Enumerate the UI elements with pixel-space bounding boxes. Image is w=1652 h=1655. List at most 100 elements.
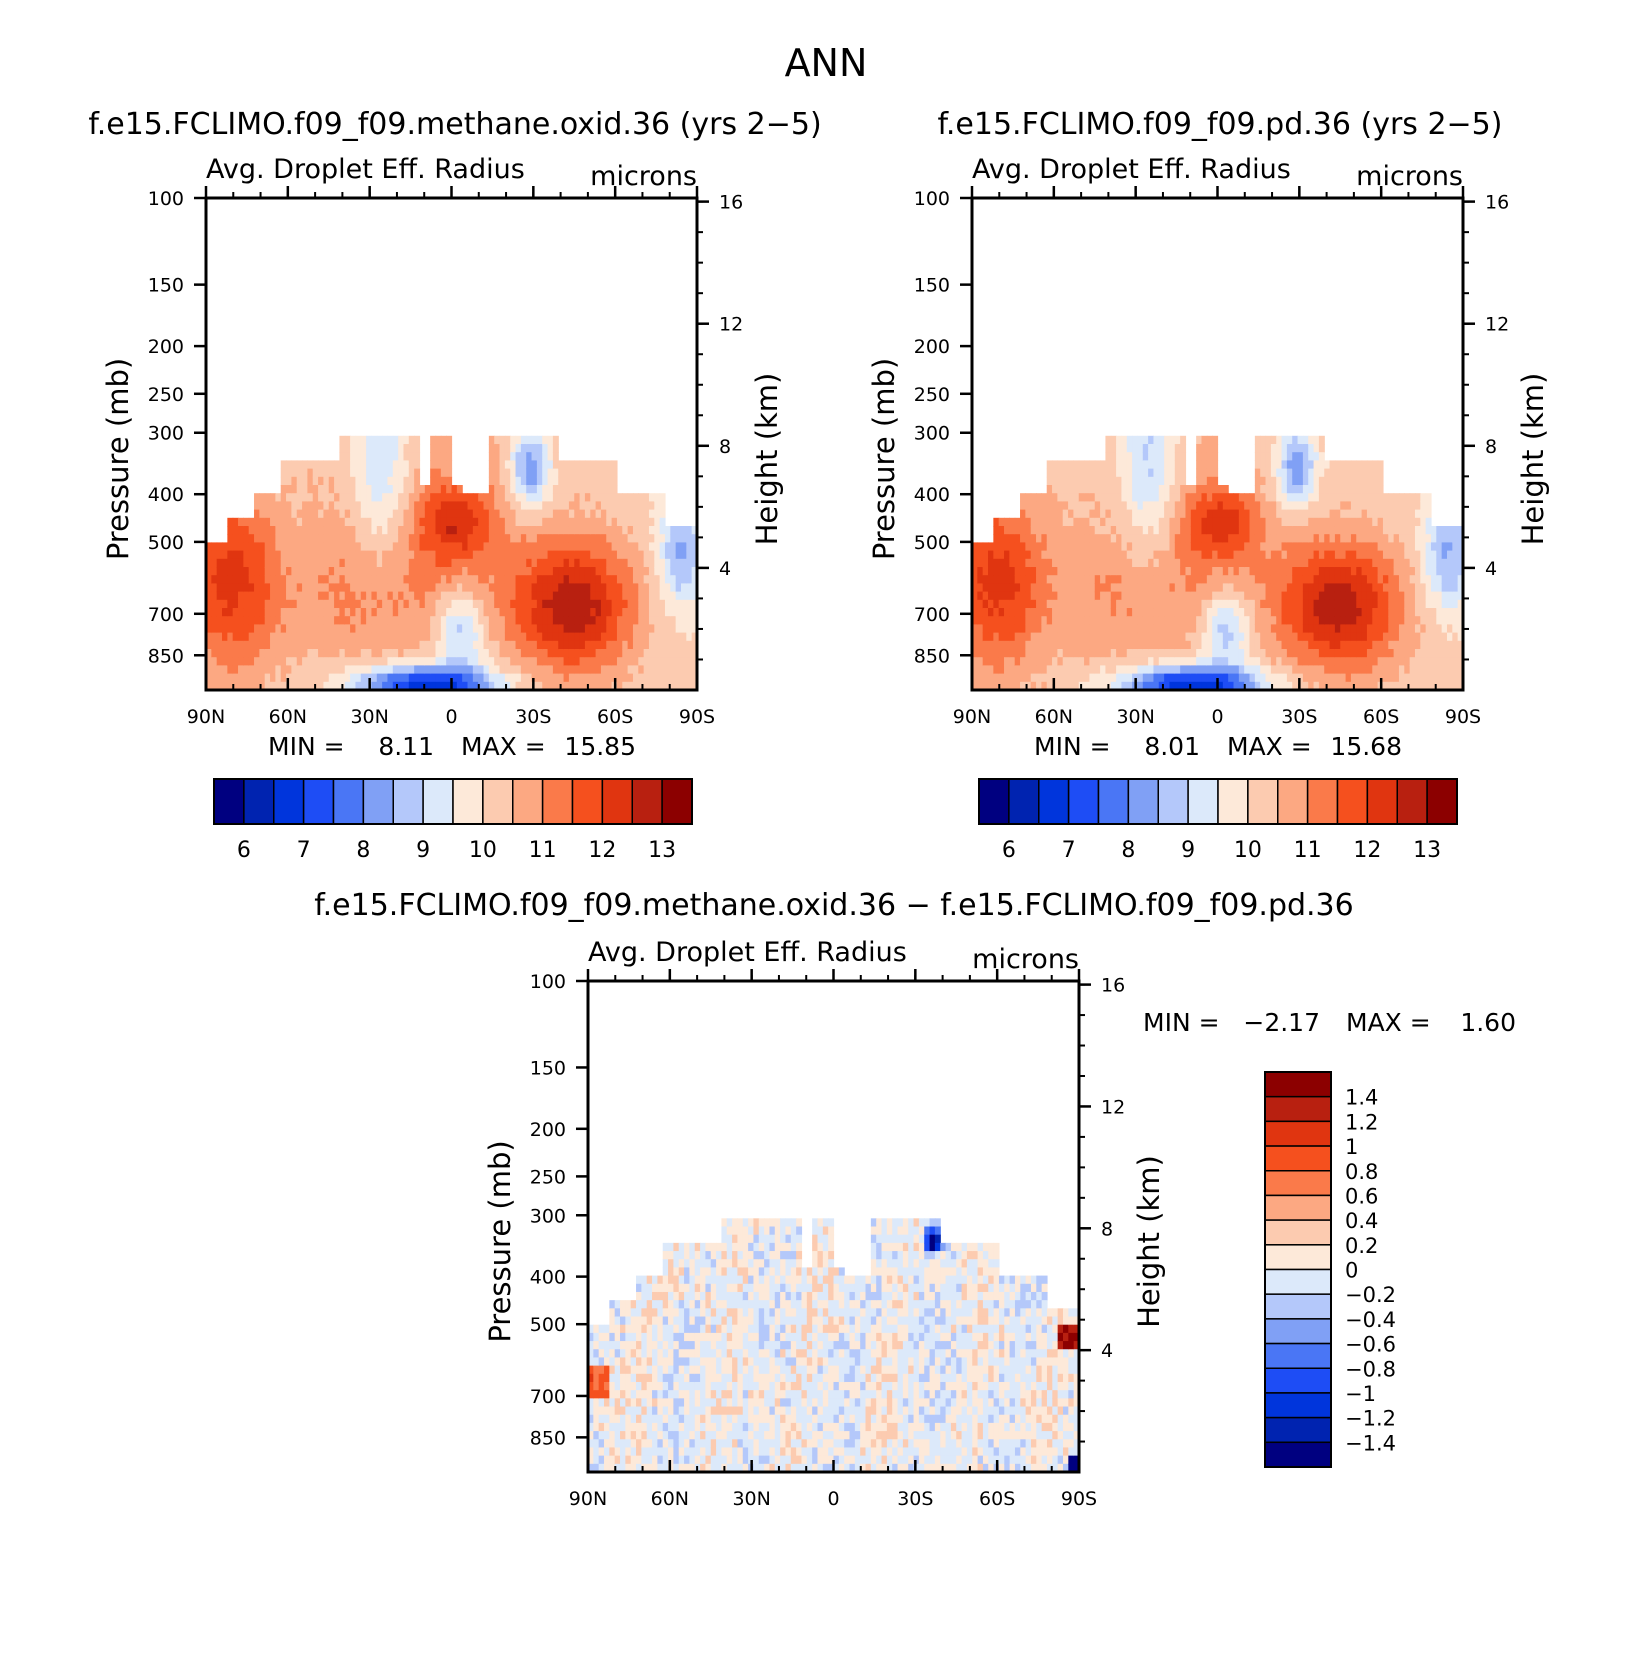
data-cell: [392, 468, 399, 478]
data-cell: [552, 485, 559, 494]
data-cell: [1356, 624, 1363, 634]
data-cell: [1057, 673, 1064, 683]
data-cell: [1313, 616, 1320, 625]
data-cell: [323, 550, 330, 560]
data-cell: [568, 509, 575, 519]
data-cell: [600, 534, 607, 543]
data-cell: [1110, 468, 1117, 478]
data-cell: [659, 542, 666, 552]
data-cell: [531, 452, 538, 461]
data-cell: [1020, 673, 1026, 683]
data-cell: [664, 608, 671, 617]
data-cell: [520, 599, 527, 609]
data-cell: [988, 583, 994, 593]
data-cell: [993, 526, 1000, 535]
data-cell: [350, 509, 357, 519]
data-cell: [574, 476, 581, 486]
data-cell: [1073, 616, 1080, 625]
data-cell: [494, 468, 501, 478]
data-cell: [675, 542, 682, 552]
data-cell: [259, 509, 266, 519]
data-cell: [1132, 591, 1139, 601]
data-cell: [1169, 673, 1176, 683]
data-cell: [312, 542, 319, 552]
data-cell: [1286, 632, 1293, 642]
data-cell: [611, 526, 618, 535]
data-cell: [254, 591, 260, 601]
data-cell: [414, 616, 421, 625]
data-cell: [318, 517, 325, 527]
data-cell: [462, 608, 469, 617]
data-cell: [1009, 608, 1016, 617]
data-cell: [622, 567, 629, 576]
data-cell: [1116, 493, 1123, 502]
data-cell: [579, 608, 586, 617]
data-cell: [414, 583, 421, 593]
data-cell: [355, 493, 362, 502]
data-cell: [1260, 452, 1267, 461]
data-cell: [1084, 583, 1091, 593]
data-cell: [1201, 575, 1208, 584]
data-cell: [595, 476, 602, 486]
data-cell: [499, 657, 506, 666]
data-cell: [488, 526, 495, 535]
data-cell: [1078, 509, 1085, 519]
data-cell: [366, 493, 373, 502]
data-cell: [627, 517, 634, 527]
data-cell: [675, 681, 682, 691]
data-cell: [270, 616, 276, 625]
data-cell: [334, 649, 341, 658]
data-cell: [1174, 558, 1181, 568]
data-cell: [1190, 509, 1197, 519]
data-cell: [275, 501, 282, 511]
data-cell: [526, 550, 533, 560]
data-cell: [307, 460, 314, 470]
data-cell: [1153, 681, 1160, 691]
data-cell: [584, 608, 591, 617]
data-cell: [1398, 632, 1405, 642]
data-cell: [350, 665, 357, 675]
data-cell: [680, 550, 687, 560]
data-cell: [664, 575, 671, 584]
data-cell: [291, 567, 298, 576]
data-cell: [993, 517, 1000, 527]
data-cell: [563, 550, 570, 560]
data-cell: [1292, 476, 1299, 486]
units-label: microns: [1356, 161, 1463, 192]
data-cell: [382, 608, 389, 617]
data-cell: [1116, 501, 1123, 511]
data-cell: [670, 550, 677, 560]
data-cell: [1425, 583, 1432, 593]
data-cell: [227, 534, 234, 543]
data-cell: [344, 501, 351, 511]
data-cell: [686, 575, 693, 584]
data-cell: [227, 517, 234, 527]
data-cell: [328, 583, 335, 593]
data-cell: [414, 550, 421, 560]
colorbar-box: [302, 778, 335, 825]
data-cell: [1324, 632, 1331, 642]
data-cell: [526, 665, 533, 675]
data-cell: [1409, 575, 1416, 584]
data-cell: [1404, 591, 1411, 601]
data-cell: [1217, 509, 1224, 519]
data-cell: [1340, 599, 1347, 609]
data-cell: [1014, 517, 1021, 527]
data-cell: [227, 632, 234, 642]
data-cell: [1126, 640, 1133, 650]
data-cell: [227, 665, 234, 675]
data-cell: [1094, 640, 1101, 650]
data-cell: [1302, 632, 1309, 642]
data-cell: [1009, 616, 1016, 625]
data-cell: [1420, 632, 1427, 642]
data-cell: [1121, 567, 1128, 576]
data-cell: [1132, 485, 1139, 494]
data-cell: [1350, 550, 1357, 560]
data-cell: [275, 534, 282, 543]
data-cell: [1046, 550, 1053, 560]
data-cell: [1185, 567, 1192, 576]
data-cell: [1350, 599, 1357, 609]
data-cell: [1265, 632, 1272, 642]
data-cell: [334, 583, 341, 593]
